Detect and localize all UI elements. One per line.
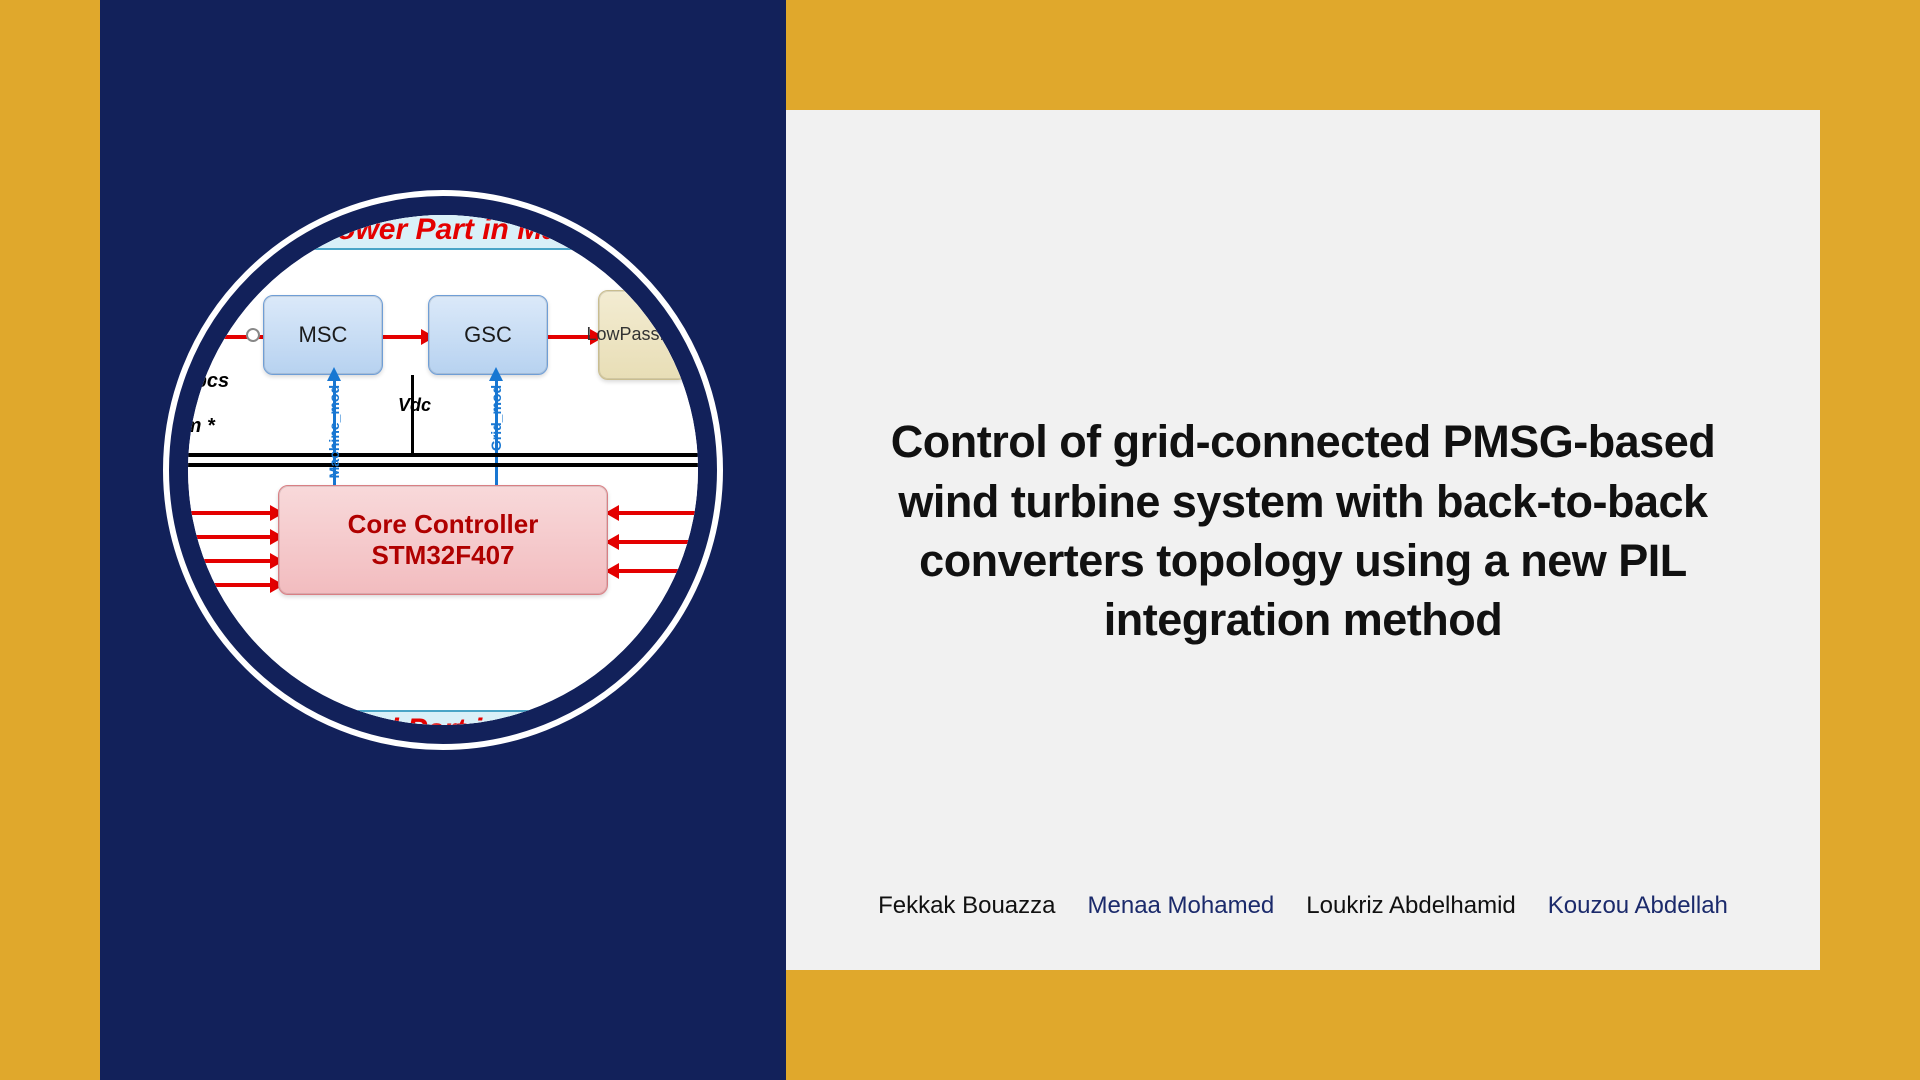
label-vdc: Vdc xyxy=(398,395,431,416)
red-line xyxy=(188,559,278,563)
label-machine-mod: Machine_mod xyxy=(326,385,342,478)
arrow-icon xyxy=(327,367,341,381)
title-card: Control of grid-connected PMSG-based win… xyxy=(786,110,1820,970)
block-gsc: GSC xyxy=(428,295,548,375)
author[interactable]: Menaa Mohamed xyxy=(1088,892,1275,920)
block-core-controller: Core Controller STM32F407 xyxy=(278,485,608,595)
block-diagram: Power Part in Mat MSC GSC LowPassFilter xyxy=(188,215,698,725)
block-lpf: LowPassFilter xyxy=(598,290,688,380)
red-line xyxy=(188,583,278,587)
separator-line xyxy=(188,463,698,467)
red-line xyxy=(608,511,698,515)
red-line xyxy=(188,535,278,539)
diagram-bottom-label: ontrol Part in STM xyxy=(188,713,698,725)
label-omega: Ωm * xyxy=(188,415,215,438)
author[interactable]: Kouzou Abdellah xyxy=(1548,892,1728,920)
diagram-circle: Power Part in Mat MSC GSC LowPassFilter xyxy=(163,190,723,750)
diagram-circle-ring: Power Part in Mat MSC GSC LowPassFilter xyxy=(163,190,723,750)
diagram-top-label: Power Part in Mat xyxy=(188,215,698,247)
slide-root: Control of grid-connected PMSG-based win… xyxy=(0,0,1920,1080)
core-line2: STM32F407 xyxy=(348,540,539,571)
paper-title: Control of grid-connected PMSG-based win… xyxy=(836,412,1770,650)
core-line1: Core Controller xyxy=(348,509,539,540)
separator-line xyxy=(188,453,698,457)
diagram-circle-clip: Power Part in Mat MSC GSC LowPassFilter xyxy=(188,215,698,725)
red-line xyxy=(608,540,698,544)
red-line xyxy=(188,511,278,515)
node-icon xyxy=(246,328,260,342)
author: Fekkak Bouazza xyxy=(878,892,1055,920)
arrow-icon xyxy=(489,367,503,381)
label-iabc: Iabcs xyxy=(188,370,229,393)
block-msc: MSC xyxy=(263,295,383,375)
title-area: Control of grid-connected PMSG-based win… xyxy=(836,170,1770,892)
red-line xyxy=(608,569,698,573)
authors-row: Fekkak Bouazza Menaa Mohamed Loukriz Abdel… xyxy=(836,892,1770,920)
author: Loukriz Abdelhamid xyxy=(1306,892,1515,920)
label-grid-mod: Grid_mod xyxy=(488,385,504,451)
